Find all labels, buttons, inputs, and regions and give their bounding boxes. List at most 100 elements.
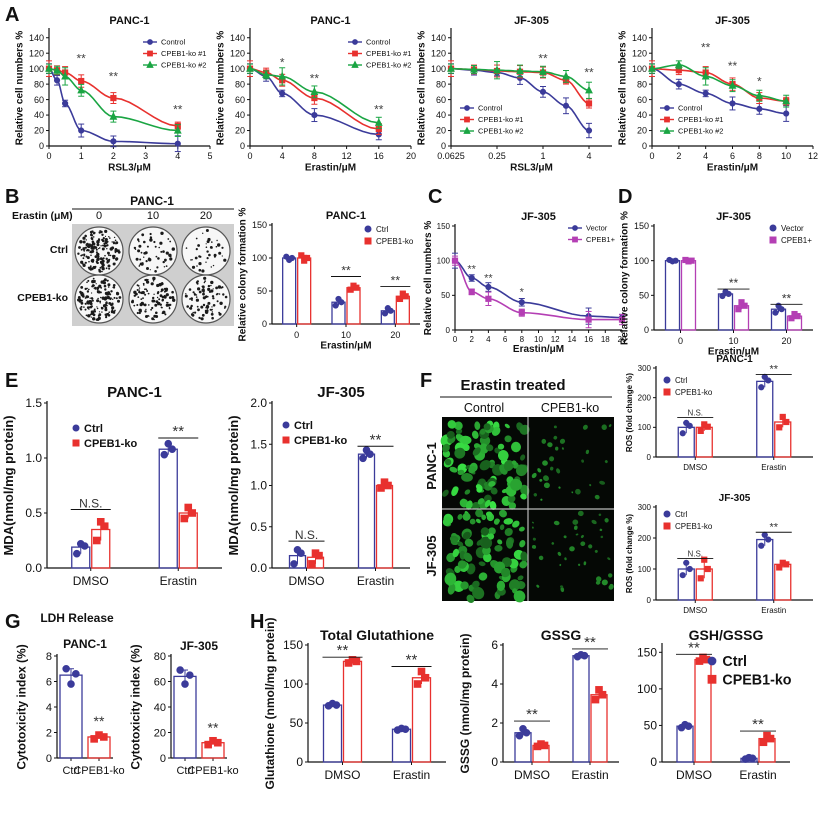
colony-dot	[196, 265, 198, 267]
colony-dot	[133, 294, 136, 297]
colony-dot	[141, 291, 144, 294]
replicate-point	[353, 284, 360, 291]
colony-dot	[101, 247, 105, 251]
colony-dot	[82, 248, 86, 251]
colony-dot	[94, 310, 96, 313]
x-tick-label: 20	[390, 330, 400, 340]
colony-dot	[151, 306, 154, 310]
x-tick-label: Erastin	[761, 606, 786, 615]
significance-mark: **	[173, 103, 183, 117]
legend-label: Ctrl	[675, 376, 688, 385]
data-point	[702, 90, 709, 97]
y-tick-label: 2	[491, 716, 498, 730]
data-point	[61, 71, 70, 80]
fluorescent-cell	[532, 521, 534, 524]
fluorescent-cell	[491, 426, 501, 436]
data-point	[585, 127, 593, 134]
replicate-point	[72, 549, 81, 558]
colony-dot	[99, 291, 102, 294]
fluorescent-cell	[484, 499, 491, 508]
series-cpeb1-ko-2	[447, 61, 593, 99]
chart-f1: 0 100 200 300 PANC-1 ROS (fold change %) DMSO E…	[625, 354, 813, 472]
data-point	[518, 299, 525, 306]
colony-dot	[168, 253, 172, 257]
series-line	[454, 259, 622, 319]
data-point	[468, 274, 475, 282]
replicate-point	[778, 306, 785, 313]
colony-dot	[80, 305, 83, 308]
colony-dot	[134, 248, 137, 250]
legend-label: CPEB1-ko #2	[366, 61, 411, 70]
colony-dot	[211, 316, 214, 320]
series-ctrl	[322, 699, 412, 763]
fluorescent-cell	[598, 513, 602, 517]
y-axis-label: Relative cell numbers %	[618, 31, 629, 146]
y-tick-label: 100	[632, 64, 647, 74]
y-tick-label: 60	[235, 95, 245, 105]
panel-letter-e: E	[5, 370, 18, 392]
y-tick-label: 50	[441, 291, 450, 300]
replicate-point	[90, 735, 98, 743]
bar	[346, 287, 361, 325]
significance-mark: **	[208, 720, 219, 736]
y-tick-label: 40	[235, 110, 245, 120]
legend-label: Ctrl	[376, 225, 389, 234]
legend-label: Ctrl	[722, 654, 747, 670]
series-cpeb1-ko-2	[246, 63, 383, 129]
colony-dot	[133, 290, 137, 294]
colony-dot	[159, 241, 163, 245]
replicate-point	[402, 293, 409, 300]
data-point	[173, 125, 182, 134]
x-axis-label: RSL3/μM	[510, 163, 553, 174]
fluorescent-cell	[455, 428, 463, 435]
fluorescent-cell	[447, 583, 456, 595]
colony-dot	[104, 254, 106, 257]
colony-dot	[195, 248, 198, 251]
replicate-point	[332, 701, 341, 709]
chart-title: GSH/GSSG	[689, 627, 764, 643]
colony-dot	[153, 240, 156, 244]
fluorescent-cell	[463, 552, 473, 562]
fluorescent-cell	[600, 535, 604, 539]
replicate-point	[417, 667, 426, 676]
data-point	[110, 138, 117, 145]
colony-dot	[116, 291, 119, 295]
colony-dot	[96, 306, 98, 308]
fluorescent-cell	[557, 551, 562, 556]
fluorescent-cell	[532, 537, 536, 541]
fluorescent-cell	[466, 594, 475, 603]
legend-label: CPEB1-ko	[294, 435, 347, 447]
colony-dot	[213, 297, 215, 299]
series-cpeb1-ko	[695, 413, 792, 458]
colony-dot	[195, 296, 198, 298]
colony-dot	[86, 281, 88, 284]
colony-dot	[79, 299, 82, 303]
colony-dot	[113, 310, 116, 313]
y-axis-label: Cytotoxicity index (%)	[128, 644, 142, 769]
colony-dot	[197, 308, 200, 312]
significance-mark: **	[94, 713, 105, 729]
colony-dot	[86, 290, 90, 293]
y-tick-label: 100	[29, 64, 44, 74]
significance-mark: **	[341, 264, 351, 278]
replicate-point	[719, 292, 726, 300]
data-point	[109, 111, 118, 120]
chart-title: JF-305	[719, 493, 751, 504]
colony-dot	[106, 244, 109, 247]
series-line	[652, 67, 787, 102]
legend-label: CPEB1-ko #1	[161, 49, 206, 58]
bar	[756, 380, 774, 458]
data-point	[585, 316, 592, 323]
colony-dot	[147, 314, 149, 317]
x-tick-label: 0	[294, 330, 299, 340]
replicate-point	[186, 671, 194, 679]
colony-dot	[89, 297, 91, 299]
colony-dot	[112, 286, 115, 289]
fluorescent-cell	[558, 486, 561, 489]
y-tick-label: 140	[632, 33, 647, 43]
data-point	[539, 67, 547, 75]
x-tick-label: DMSO	[325, 768, 361, 782]
bar	[342, 660, 363, 763]
legend-label: CPEB1-ko	[722, 672, 791, 688]
